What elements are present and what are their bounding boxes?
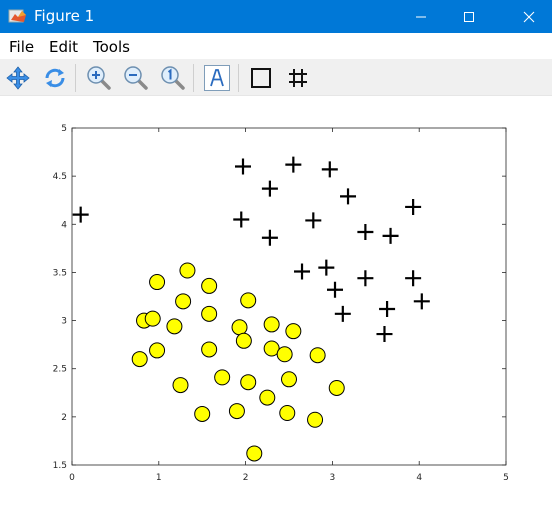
y-tick-label: 1.5 — [53, 461, 67, 471]
plus-marker — [321, 161, 338, 178]
circle-marker — [149, 274, 166, 291]
circle-marker — [149, 342, 166, 359]
y-tick-label: 5 — [61, 124, 67, 134]
maximize-button[interactable] — [446, 0, 492, 33]
plus-marker — [379, 301, 396, 318]
zoom-in-icon — [87, 66, 111, 90]
minimize-icon — [416, 16, 426, 17]
circle-marker — [131, 351, 148, 368]
grid-button[interactable] — [283, 63, 313, 93]
circle-marker — [235, 332, 252, 349]
figure-canvas: 0 1 2 3 4 5 1.5 2 2.5 3 3.5 4 4.5 5 — [0, 96, 552, 510]
plus-marker — [340, 188, 357, 205]
plus-marker — [382, 227, 399, 244]
circle-marker — [276, 346, 293, 363]
circle-marker — [240, 292, 257, 309]
circle-marker — [166, 318, 183, 335]
circle-marker — [309, 347, 326, 364]
plus-marker — [305, 212, 322, 229]
minimize-button[interactable] — [398, 0, 444, 33]
circle-marker — [179, 262, 196, 279]
axes-box-icon — [251, 68, 271, 88]
plus-marker — [234, 158, 251, 175]
y-tick-label: 3 — [61, 317, 67, 327]
menu-file[interactable]: File — [9, 38, 35, 56]
circle-marker — [175, 293, 192, 310]
toolbar-separator — [193, 64, 194, 92]
plus-marker — [357, 223, 374, 240]
plus-marker — [285, 156, 302, 173]
maximize-icon — [464, 11, 474, 22]
plus-marker — [376, 326, 393, 343]
plus-marker — [334, 305, 351, 322]
close-icon — [523, 11, 535, 22]
x-tick-label: 5 — [503, 473, 509, 483]
x-tick-label: 2 — [243, 473, 249, 483]
axes-box-button[interactable] — [246, 63, 276, 93]
circle-marker — [259, 389, 276, 406]
plus-marker — [405, 198, 422, 215]
zoom-reset-icon — [161, 66, 185, 90]
plus-marker — [357, 270, 374, 287]
zoom-out-icon — [124, 66, 148, 90]
y-tick-label: 2 — [61, 413, 67, 423]
toolbar-separator — [238, 64, 239, 92]
circle-marker — [263, 316, 280, 333]
x-tick-label: 1 — [156, 473, 162, 483]
insert-text-button[interactable] — [202, 63, 232, 93]
menu-edit[interactable]: Edit — [49, 38, 79, 56]
circle-marker — [172, 377, 189, 394]
x-tick-label: 4 — [416, 473, 422, 483]
circle-marker — [231, 319, 248, 336]
circle-marker — [279, 405, 296, 422]
y-tick-label: 4.5 — [53, 172, 67, 182]
window-titlebar: Figure 1 — [0, 0, 552, 33]
circle-marker — [214, 369, 231, 386]
toolbar-separator — [75, 64, 76, 92]
matlab-app-icon — [8, 9, 26, 23]
circle-marker — [240, 374, 257, 391]
x-tick-label: 0 — [69, 473, 75, 483]
zoom-in-button[interactable] — [84, 63, 114, 93]
pan-button[interactable] — [3, 63, 33, 93]
circle-marker — [201, 305, 218, 322]
plus-marker — [233, 211, 250, 228]
plus-marker — [327, 281, 344, 298]
pan-icon — [6, 66, 30, 90]
plus-marker — [318, 259, 335, 276]
plus-marker — [72, 206, 89, 223]
y-tick-label: 3.5 — [53, 268, 67, 278]
plus-marker — [261, 229, 278, 246]
plus-marker — [294, 263, 311, 280]
y-tick-label: 2.5 — [53, 365, 67, 375]
rotate-icon — [45, 68, 65, 88]
plus-marker — [261, 180, 278, 197]
menu-tools[interactable]: Tools — [93, 38, 130, 56]
y-tick-label: 4 — [61, 220, 67, 230]
zoom-reset-button[interactable] — [158, 63, 188, 93]
close-button[interactable] — [506, 0, 552, 33]
plus-marker — [413, 293, 430, 310]
menu-bar — [0, 33, 552, 59]
circle-marker — [307, 411, 324, 428]
rotate-button[interactable] — [40, 63, 70, 93]
x-tick-label: 3 — [330, 473, 336, 483]
plus-marker — [405, 270, 422, 287]
grid-icon — [289, 69, 307, 87]
circle-marker — [285, 323, 302, 340]
figure-toolbar — [0, 59, 552, 96]
circle-marker — [144, 310, 161, 327]
scatter-plot[interactable]: 0 1 2 3 4 5 1.5 2 2.5 3 3.5 4 4.5 5 — [0, 96, 552, 506]
circle-marker — [328, 379, 345, 396]
circle-marker — [201, 277, 218, 294]
circle-marker — [201, 341, 218, 358]
text-insert-icon — [204, 65, 230, 91]
circle-marker — [228, 403, 245, 420]
window-title: Figure 1 — [34, 7, 95, 25]
zoom-out-button[interactable] — [121, 63, 151, 93]
circle-marker — [194, 405, 211, 422]
circle-marker — [246, 445, 263, 462]
circle-marker — [281, 371, 297, 388]
